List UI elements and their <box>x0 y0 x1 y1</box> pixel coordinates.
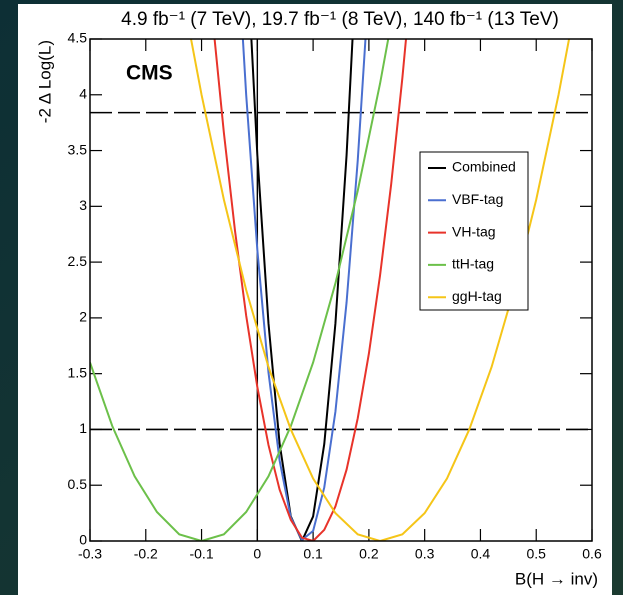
x-tick-label: 0.6 <box>582 546 602 562</box>
y-axis-label: -2 Δ Log(L) <box>35 40 54 123</box>
x-tick-label: 0.5 <box>526 546 546 562</box>
series-line <box>241 39 367 541</box>
x-tick-label: 0.1 <box>303 546 323 562</box>
x-tick-label: -0.3 <box>78 546 102 562</box>
x-tick-label: 0.2 <box>359 546 379 562</box>
y-tick-label: 1 <box>79 420 87 436</box>
experiment-label: CMS <box>126 62 173 85</box>
x-tick-label: -0.2 <box>134 546 158 562</box>
legend-label: VBF-tag <box>452 191 503 207</box>
series-line <box>213 39 408 541</box>
legend-label: ttH-tag <box>452 256 494 272</box>
x-tick-label: 0 <box>253 546 261 562</box>
y-tick-label: 3.5 <box>68 141 88 157</box>
x-tick-label: -0.1 <box>189 546 213 562</box>
legend-label: Combined <box>452 159 516 175</box>
y-tick-label: 4 <box>79 85 87 101</box>
y-tick-label: 4.5 <box>68 30 88 46</box>
x-tick-label: 0.4 <box>471 546 491 562</box>
series-line <box>90 39 390 541</box>
legend-label: VH-tag <box>452 223 496 239</box>
legend-label: ggH-tag <box>452 288 502 304</box>
y-tick-label: 2.5 <box>68 253 88 269</box>
y-tick-label: 1.5 <box>68 364 88 380</box>
y-tick-label: 0 <box>79 532 87 548</box>
y-tick-label: 2 <box>79 309 87 325</box>
x-tick-label: 0.3 <box>415 546 435 562</box>
legend-box <box>419 151 529 311</box>
y-tick-label: 3 <box>79 197 87 213</box>
x-axis-label: B(H → inv) <box>515 569 598 588</box>
y-tick-label: 0.5 <box>68 476 88 492</box>
plot-frame <box>89 38 593 542</box>
legend: Combined VBF-tag VH-tag ttH-tag ggH-tag <box>419 151 529 311</box>
chart-title: 4.9 fb⁻¹ (7 TeV), 19.7 fb⁻¹ (8 TeV), 140… <box>121 9 559 30</box>
plot-area: -0.3 -0.2 -0.1 0 0.1 0.2 0.3 0.4 0.5 0.6 0 0.5 1 1.5 2… <box>68 30 602 562</box>
